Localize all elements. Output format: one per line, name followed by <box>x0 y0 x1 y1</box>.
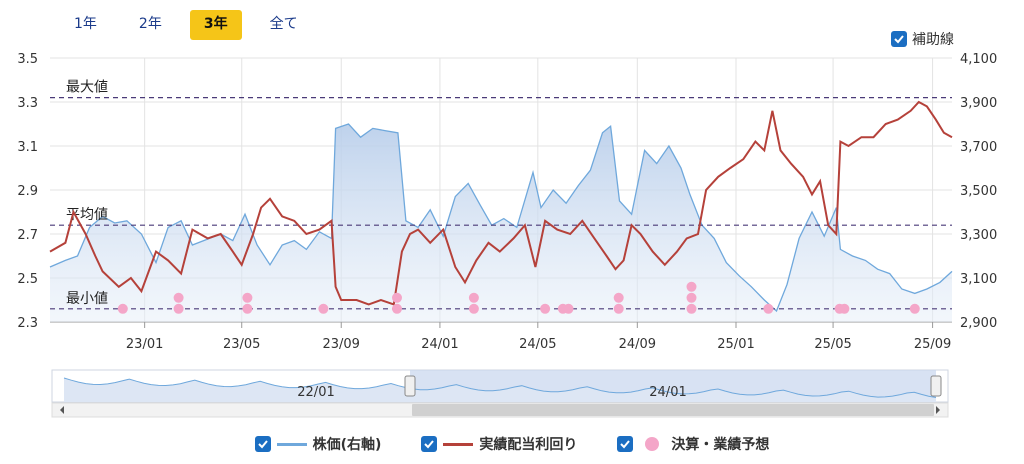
x-tick-label: 23/01 <box>126 337 163 352</box>
y-right-tick-label: 2,900 <box>960 316 997 331</box>
earnings-dot <box>318 303 329 314</box>
earnings-dot <box>686 303 697 314</box>
yield-price-chart: 3.5 3.3 3.1 2.9 2.7 2.5 2.3 4,100 3,900 3,700 3,50… <box>17 52 997 418</box>
x-tick-label: 24/01 <box>421 337 458 352</box>
y-left-tick-label: 2.5 <box>17 272 38 287</box>
check-icon <box>894 35 904 44</box>
earnings-dot <box>613 292 624 303</box>
reference-line-label: 最大値 <box>66 80 108 96</box>
x-tick-label: 23/05 <box>223 337 260 352</box>
earnings-dot <box>540 303 551 314</box>
navigator-handle[interactable] <box>930 375 942 397</box>
earnings-dot <box>242 303 253 314</box>
legend-earnings-label: 決算・業績予想 <box>671 437 770 453</box>
y-right-tick-label: 3,100 <box>960 272 997 287</box>
y-left-tick-label: 3.5 <box>17 52 38 67</box>
price-line-swatch <box>276 442 307 446</box>
aux-line-toggle[interactable]: 補助線 <box>891 29 954 49</box>
legend-item-earnings[interactable]: 決算・業績予想 <box>617 434 769 454</box>
check-icon <box>620 440 631 449</box>
legend-item-yield[interactable]: 実績配当利回り <box>421 434 577 454</box>
navigator-label: 24/01 <box>649 385 686 400</box>
earnings-dot <box>242 292 253 303</box>
y-left-tick-label: 3.3 <box>17 96 38 111</box>
aux-line-label: 補助線 <box>912 32 954 48</box>
scrollbar-thumb[interactable] <box>412 404 934 416</box>
tab-1y[interactable]: 1年 <box>74 16 97 32</box>
earnings-dot-swatch <box>645 437 660 451</box>
earnings-dot <box>686 292 697 303</box>
y-left-tick-label: 3.1 <box>17 140 38 155</box>
navigator-label: 22/01 <box>297 385 334 400</box>
x-tick-label: 23/09 <box>322 337 359 352</box>
earnings-dot <box>763 303 774 314</box>
x-tick-label: 25/01 <box>717 337 754 352</box>
earnings-dot <box>686 281 697 292</box>
earnings-dot <box>392 303 402 314</box>
check-icon <box>424 440 435 449</box>
y-left-tick-label: 2.7 <box>17 228 38 243</box>
y-right-tick-label: 3,700 <box>960 140 997 155</box>
y-right-tick-label: 4,100 <box>960 52 997 67</box>
earnings-dot <box>468 292 479 303</box>
y-left-tick-label: 2.3 <box>17 316 38 331</box>
y-right-tick-label: 3,500 <box>960 184 997 199</box>
legend-item-price[interactable]: 株価(右軸) <box>254 434 382 454</box>
scroll-right-icon[interactable] <box>936 406 940 414</box>
navigator-line <box>63 377 937 398</box>
yield-checkbox[interactable] <box>421 436 438 452</box>
price-checkbox[interactable] <box>254 436 271 452</box>
yield-line <box>49 100 953 306</box>
yield-line-swatch <box>443 442 474 446</box>
earnings-dot <box>117 303 128 314</box>
x-tick-label: 25/05 <box>814 337 851 352</box>
earnings-dot <box>909 303 920 314</box>
price-area <box>50 124 952 322</box>
legend-price-label: 株価(右軸) <box>312 437 382 453</box>
period-tabs: 1年 2年 3年 全て <box>60 10 312 40</box>
x-tick-label: 24/09 <box>619 337 656 352</box>
tab-2y[interactable]: 2年 <box>138 16 162 32</box>
earnings-dot <box>613 303 624 314</box>
earnings-checkbox[interactable] <box>617 436 634 452</box>
earnings-dot <box>839 303 850 314</box>
legend: 株価(右軸) 実績配当利回り 決算・業績予想 <box>0 434 1024 454</box>
check-icon <box>257 440 268 449</box>
tab-3y[interactable]: 3年 <box>189 10 242 40</box>
scroll-left-icon[interactable] <box>60 406 64 414</box>
reference-line-label: 最小値 <box>66 291 108 307</box>
x-tick-label: 25/09 <box>914 337 951 352</box>
earnings-dot <box>392 292 402 303</box>
tab-all[interactable]: 全て <box>269 16 298 32</box>
earnings-dot <box>173 292 184 303</box>
legend-yield-label: 実績配当利回り <box>479 437 578 453</box>
x-tick-label: 24/05 <box>519 337 556 352</box>
earnings-dot <box>468 303 479 314</box>
y-right-tick-label: 3,900 <box>960 96 997 111</box>
y-left-tick-label: 2.9 <box>17 184 38 199</box>
aux-line-checkbox[interactable] <box>891 31 907 47</box>
navigator-handle[interactable] <box>404 375 416 397</box>
earnings-dot <box>563 303 574 314</box>
y-right-tick-label: 3,300 <box>960 228 997 243</box>
earnings-dot <box>173 303 184 314</box>
